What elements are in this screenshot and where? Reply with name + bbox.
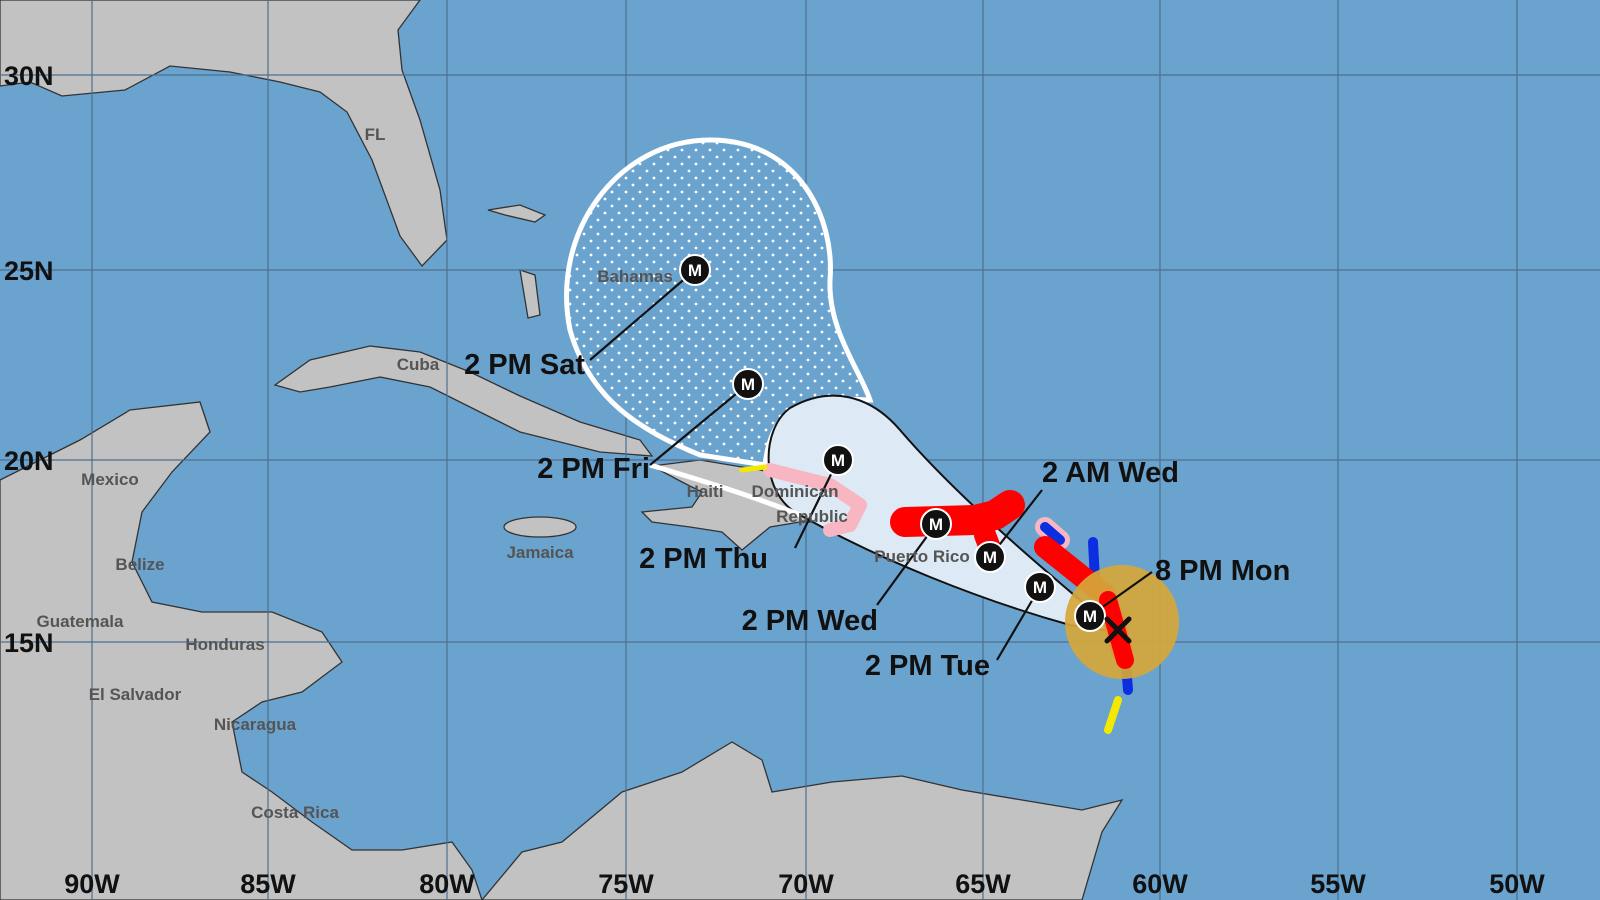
place-label: FL	[365, 125, 386, 144]
marker-letter: M	[929, 515, 943, 534]
forecast-markers: M M M M M M M	[679, 254, 1106, 632]
place-label: Jamaica	[506, 543, 574, 562]
longitude-label: 70W	[778, 869, 834, 899]
longitude-label: 75W	[598, 869, 654, 899]
leader-lines	[589, 269, 1153, 661]
marker-circle	[1074, 600, 1106, 632]
forecast-point-marker: M	[732, 368, 764, 400]
longitude-label: 60W	[1132, 869, 1188, 899]
forecast-time-label: 2 PM Wed	[742, 605, 878, 637]
land-central-america	[0, 401, 483, 900]
longitude-label: 50W	[1489, 869, 1545, 899]
marker-letter: M	[831, 451, 845, 470]
forecast-point-marker: M	[679, 254, 711, 286]
hurricane-warning-over-center	[1099, 591, 1134, 669]
marker-letter: M	[983, 548, 997, 567]
place-label: Cuba	[397, 355, 440, 374]
longitude-label: 65W	[955, 869, 1011, 899]
forecast-time-label: 2 PM Tue	[865, 650, 990, 682]
marker-letter: M	[1083, 607, 1097, 626]
latitude-label: 20N	[4, 446, 54, 476]
latitude-label: 15N	[4, 628, 54, 658]
place-label: Republic	[776, 507, 848, 526]
marker-letter: M	[1033, 578, 1047, 597]
place-labels: FL Bahamas Cuba Mexico Haiti Dominican Republi…	[37, 125, 970, 822]
marker-circle	[974, 541, 1006, 573]
place-label: Costa Rica	[251, 803, 339, 822]
forecast-point-marker: M	[822, 444, 854, 476]
marker-circle	[920, 508, 952, 540]
land-usa-florida	[0, 0, 448, 268]
forecast-time-label: 8 PM Mon	[1155, 555, 1290, 587]
place-label: Dominican	[752, 482, 839, 501]
latitude-label: 30N	[4, 61, 54, 91]
marker-letter: M	[688, 261, 702, 280]
place-label: Mexico	[81, 470, 139, 489]
leader-line	[589, 269, 696, 361]
x-mark-icon	[1104, 616, 1132, 644]
place-label: El Salvador	[89, 685, 182, 704]
forecast-time-labels: 8 PM Mon 2 PM Tue 2 AM Wed 2 PM Wed 2 PM Thu…	[464, 349, 1290, 682]
longitude-label: 55W	[1310, 869, 1366, 899]
place-label: Honduras	[185, 635, 264, 654]
forecast-point-marker: M	[1074, 600, 1106, 632]
place-label: Haiti	[687, 482, 724, 501]
place-label: Bahamas	[597, 267, 673, 286]
place-label: Belize	[115, 555, 164, 574]
forecast-point-marker: M	[974, 541, 1006, 573]
longitude-label: 90W	[64, 869, 120, 899]
forecast-point-marker: M	[1024, 571, 1056, 603]
land-jamaica	[503, 516, 577, 538]
place-label: Nicaragua	[214, 715, 297, 734]
longitude-label: 85W	[240, 869, 296, 899]
tropical-storm-warning-leewards	[1040, 522, 1065, 545]
latitude-label: 25N	[4, 256, 54, 286]
place-label: Puerto Rico	[874, 547, 969, 566]
cone-track-line	[649, 462, 801, 518]
marker-circle	[732, 368, 764, 400]
land-masses	[0, 0, 1124, 900]
place-label: Guatemala	[37, 612, 124, 631]
hurricane-watch-dominican	[763, 463, 867, 537]
forecast-time-label: 2 AM Wed	[1042, 457, 1179, 489]
tropical-storm-watch-st-lucia	[1104, 696, 1122, 734]
longitude-label: 80W	[419, 869, 475, 899]
marker-letter: M	[741, 375, 755, 394]
marker-circle	[1024, 571, 1056, 603]
leader-line	[649, 383, 749, 466]
forecast-time-label: 2 PM Thu	[639, 543, 768, 575]
marker-circle	[679, 254, 711, 286]
forecast-time-label: 2 PM Sat	[464, 349, 585, 381]
tropical-storm-watch-haiti	[739, 464, 768, 473]
leader-line	[794, 459, 839, 549]
forecast-time-label: 2 PM Fri	[537, 453, 650, 485]
forecast-point-marker: M	[920, 508, 952, 540]
marker-circle	[822, 444, 854, 476]
axis-labels: 90W 85W 80W 75W 70W 65W 60W 55W 50W 30N 25N 20N 15N	[4, 61, 1545, 899]
leader-line	[876, 523, 937, 606]
land-south-america	[481, 741, 1124, 900]
